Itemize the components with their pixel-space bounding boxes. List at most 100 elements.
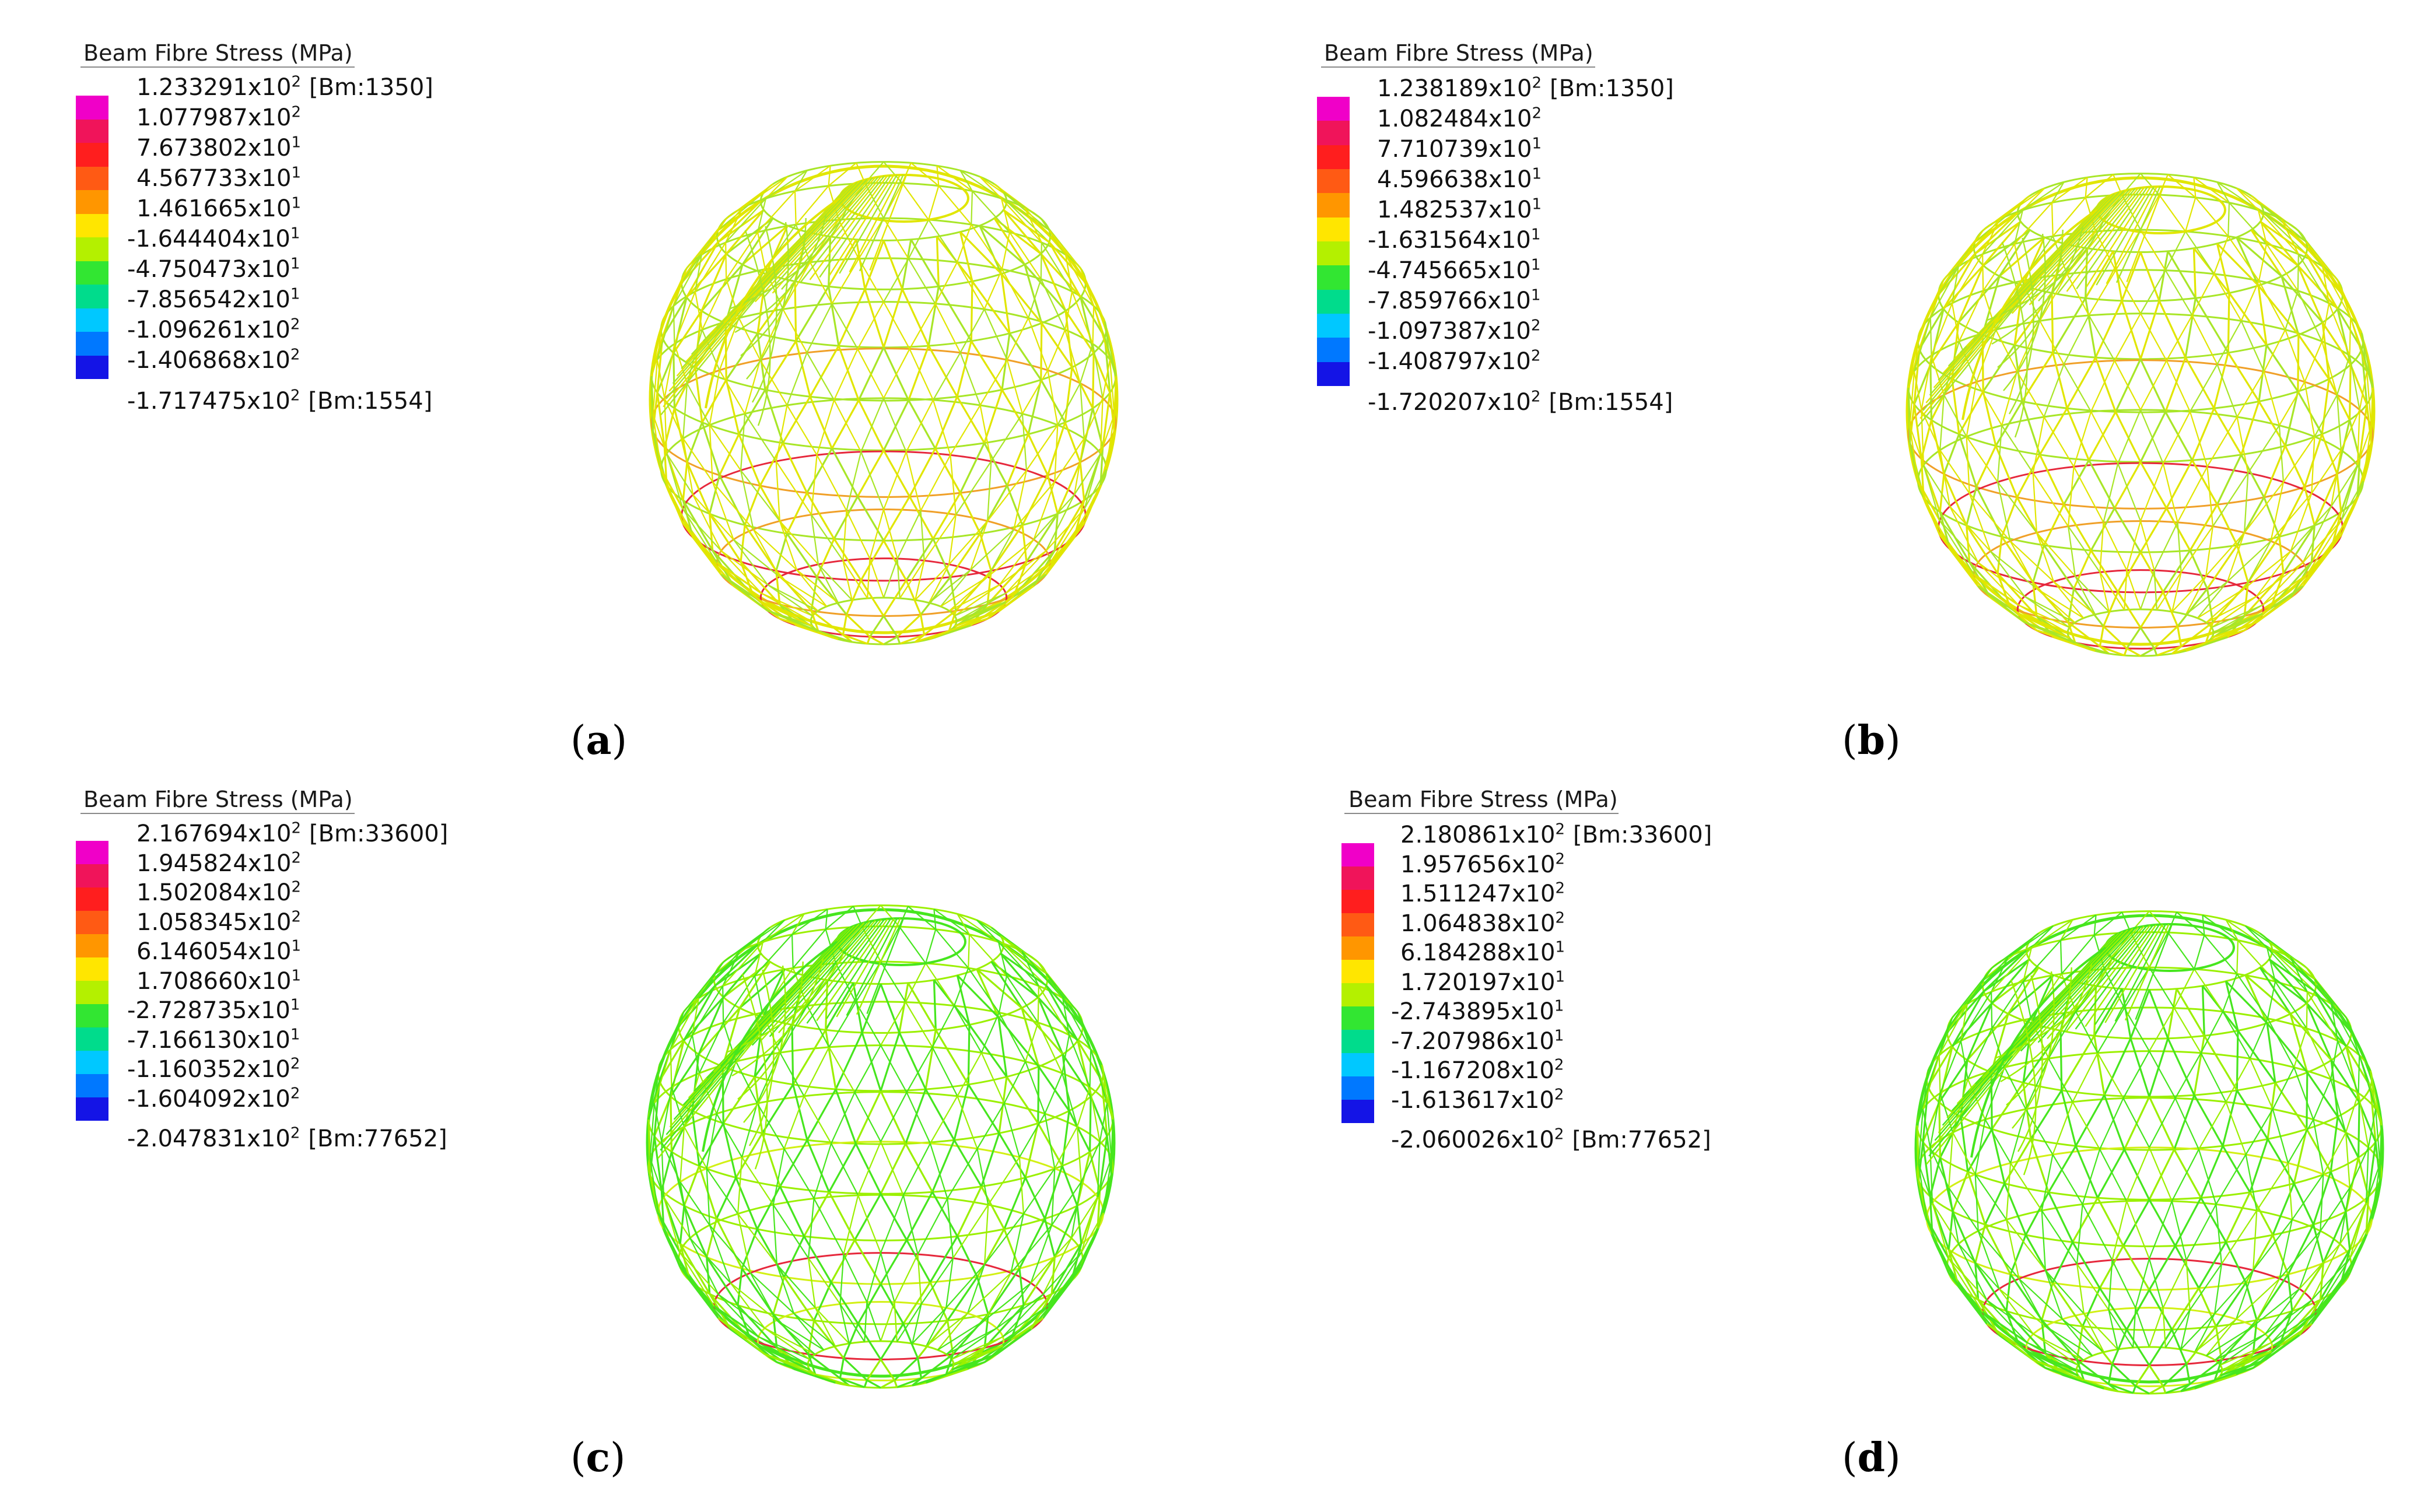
- colorbar-segment: [76, 166, 108, 190]
- lattice-member: [2270, 482, 2285, 542]
- lattice-member: [775, 461, 812, 515]
- lattice-member: [792, 929, 826, 969]
- lattice-member: [2356, 426, 2372, 466]
- lattice-member: [1967, 956, 2009, 1005]
- latitude-ring: [650, 348, 1117, 498]
- lattice-member: [2162, 1363, 2187, 1387]
- lattice-member: [716, 562, 762, 603]
- lattice-member: [1927, 1017, 1953, 1071]
- legend-tick-label: 1.511247x102: [1400, 881, 1565, 906]
- lattice-member: [1913, 404, 1922, 459]
- lattice-member: [664, 398, 668, 454]
- tick-exponent: 2: [1555, 850, 1565, 868]
- lattice-member: [2337, 308, 2352, 365]
- lattice-member: [712, 481, 734, 540]
- lattice-member: [2045, 1269, 2085, 1314]
- lattice-member: [2171, 1149, 2199, 1202]
- cap-arc: [737, 961, 804, 1100]
- lattice-member: [830, 1282, 859, 1325]
- colorbar-segment: [1317, 97, 1350, 121]
- lattice-member: [2330, 1171, 2347, 1212]
- lattice-member: [2139, 521, 2155, 571]
- tick-exponent: 1: [1532, 165, 1542, 183]
- lattice-member: [979, 176, 1002, 199]
- lattice-member: [2061, 935, 2095, 974]
- cap-rib: [2037, 926, 2142, 1043]
- lattice-member: [1037, 997, 1078, 1041]
- legend-tick-label: -4.750473x101: [127, 256, 300, 283]
- lattice-member: [2124, 570, 2128, 611]
- lattice-member: [2162, 1307, 2166, 1348]
- lattice-member: [880, 1239, 908, 1285]
- lattice-member: [756, 232, 766, 269]
- lattice-member: [2139, 251, 2160, 301]
- lattice-member: [2111, 1201, 2128, 1261]
- lattice-member: [2013, 244, 2023, 281]
- lattice-member: [664, 398, 684, 439]
- lattice-member: [786, 352, 808, 406]
- tick-mantissa: 7.710739x10: [1377, 136, 1532, 163]
- lattice-member: [1997, 481, 2037, 534]
- lattice-member: [691, 985, 724, 1036]
- tick-mantissa: -4.750473x10: [127, 256, 290, 283]
- lattice-member: [2153, 570, 2157, 611]
- lattice-member: [764, 1327, 815, 1355]
- lattice-member: [976, 969, 1000, 1018]
- lattice-member: [686, 462, 711, 514]
- tick-mantissa: -1.097387x10: [1368, 318, 1531, 345]
- lattice-member: [1069, 1034, 1091, 1088]
- lattice-member: [920, 1258, 954, 1304]
- tick-beam-note: [Bm:1554]: [308, 388, 433, 415]
- lattice-member: [953, 1345, 1003, 1366]
- lattice-member: [811, 514, 844, 561]
- lattice-member: [1989, 550, 2037, 589]
- colorbar-segment: [76, 864, 108, 887]
- lattice-member: [880, 1002, 906, 1046]
- lattice-member: [2278, 536, 2285, 574]
- lattice-member: [2194, 1318, 2237, 1353]
- lattice-member: [898, 906, 909, 927]
- lattice-member: [880, 904, 900, 927]
- lattice-member: [2331, 1004, 2360, 1056]
- lattice-member: [869, 636, 884, 646]
- lattice-member: [931, 1005, 955, 1048]
- lattice-member: [2283, 436, 2316, 483]
- cap-rib: [2029, 188, 2133, 306]
- lattice-member: [2185, 581, 2228, 615]
- lattice-member: [1943, 230, 1984, 281]
- lattice-member: [2088, 270, 2117, 316]
- lattice-member: [882, 509, 898, 559]
- lattice-member: [2099, 572, 2110, 612]
- colorbar-segment: [76, 1004, 108, 1027]
- lattice-member: [1983, 949, 2027, 992]
- lattice-member: [1907, 333, 1920, 388]
- lattice-member: [2184, 357, 2215, 409]
- tick-exponent: 2: [1530, 317, 1541, 335]
- lattice-member: [2291, 1262, 2324, 1312]
- lattice-member: [2075, 576, 2110, 612]
- lattice-member: [739, 968, 786, 1009]
- lattice-member: [869, 615, 885, 637]
- lattice-member: [2032, 473, 2037, 533]
- lattice-member: [2016, 454, 2041, 498]
- lattice-member: [2263, 371, 2280, 426]
- lattice-member: [2345, 1017, 2360, 1056]
- lattice-member: [2328, 303, 2351, 356]
- cap-arc: [751, 226, 777, 403]
- lattice-member: [1982, 254, 1984, 291]
- lattice-member: [2211, 621, 2257, 639]
- lattice-member: [2213, 352, 2229, 409]
- lattice-member: [839, 1254, 845, 1304]
- tick-exponent: 1: [291, 194, 301, 212]
- lattice-member: [673, 408, 688, 463]
- lattice-member: [833, 348, 859, 401]
- lattice-member: [2211, 604, 2263, 629]
- lattice-member: [2348, 364, 2352, 420]
- cap-arc: [1985, 221, 2104, 322]
- lattice-member: [756, 1052, 781, 1104]
- lattice-member: [2052, 1241, 2073, 1283]
- cap-rib: [1973, 193, 2115, 341]
- lattice-member: [779, 576, 819, 612]
- lattice-member: [2114, 507, 2142, 553]
- lattice-member: [2051, 177, 2088, 204]
